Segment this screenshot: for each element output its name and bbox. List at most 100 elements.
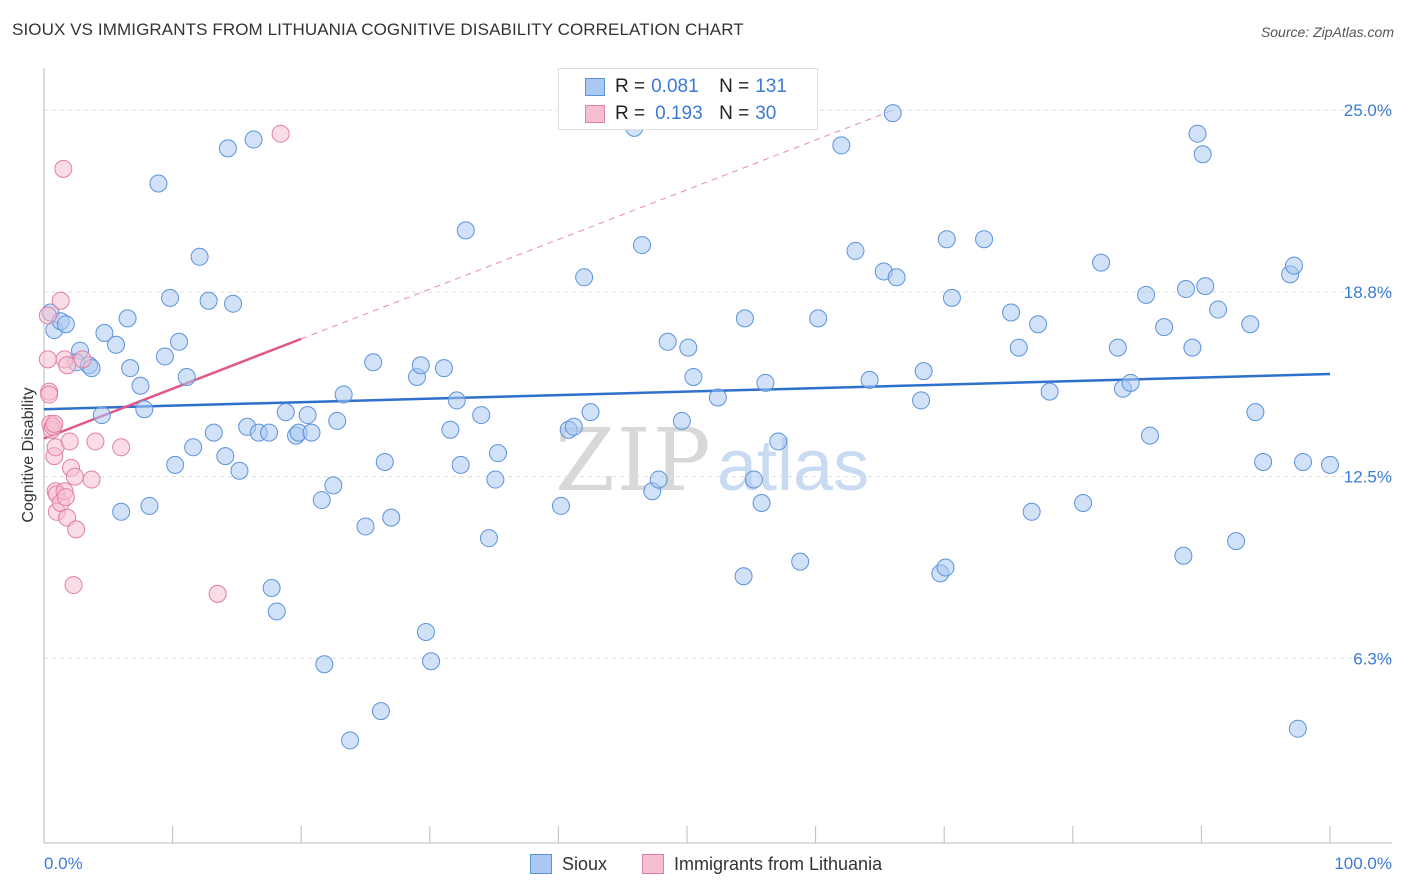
- sioux-point: [260, 423, 279, 442]
- sioux-point: [632, 236, 651, 255]
- sioux-point: [364, 353, 383, 372]
- sioux-trendline: [43, 372, 1331, 411]
- chart-title: SIOUX VS IMMIGRANTS FROM LITHUANIA COGNI…: [12, 20, 744, 39]
- sioux-point: [1176, 280, 1195, 299]
- lithuania-trendline-extension: [301, 109, 893, 340]
- sioux-point: [1183, 338, 1202, 357]
- sioux-point: [375, 452, 394, 471]
- sioux-point: [1022, 502, 1041, 521]
- sioux-point: [112, 502, 131, 521]
- sioux-point: [1196, 277, 1215, 296]
- sioux-point: [1227, 532, 1246, 551]
- lithuania-legend-swatch: [642, 854, 664, 874]
- sioux-point: [92, 406, 111, 425]
- sioux-point: [684, 367, 703, 386]
- sioux-point: [451, 455, 470, 474]
- lithuania-point: [73, 350, 92, 369]
- sioux-point: [204, 423, 223, 442]
- y-tick-label: 18.8%: [1344, 283, 1392, 302]
- sioux-point: [177, 367, 196, 386]
- sioux-point: [118, 309, 137, 328]
- sioux-point: [1246, 403, 1265, 422]
- sioux-legend-label: Sioux: [562, 853, 608, 874]
- sioux-point: [1009, 338, 1028, 357]
- sioux-point: [1029, 315, 1048, 334]
- sioux-point: [1155, 318, 1174, 337]
- lithuania-point: [40, 385, 59, 404]
- lithuania-point: [56, 488, 75, 507]
- sioux-point: [230, 461, 249, 480]
- y-tick-label: 12.5%: [1344, 468, 1392, 487]
- sioux-point: [371, 702, 390, 721]
- sioux-point: [95, 324, 114, 342]
- sioux-point: [140, 496, 159, 515]
- sioux-point: [488, 444, 507, 463]
- lithuania-point: [82, 470, 101, 489]
- lithuania-legend-label: Immigrants from Lithuania: [674, 853, 883, 874]
- sioux-point: [658, 332, 677, 351]
- legend-item-sioux[interactable]: Sioux: [530, 852, 607, 876]
- y-axis-title: Cognitive Disability: [20, 387, 37, 522]
- sioux-point: [581, 403, 600, 422]
- sioux-point: [1209, 300, 1228, 319]
- sioux-point: [832, 136, 851, 155]
- sioux-point: [649, 470, 668, 489]
- sioux-point: [56, 315, 75, 334]
- sioux-point: [356, 517, 375, 536]
- sioux-legend-swatch: [530, 854, 552, 874]
- lithuania-point: [86, 432, 105, 451]
- sioux-point: [411, 356, 430, 375]
- sioux-point: [1002, 303, 1021, 322]
- sioux-point: [883, 104, 902, 123]
- sioux-point: [1288, 719, 1307, 738]
- sioux-point: [276, 403, 295, 422]
- lithuania-swatch: [585, 105, 605, 123]
- sioux-point: [479, 529, 498, 548]
- sioux-point: [1074, 494, 1093, 512]
- sioux-point: [1284, 256, 1303, 275]
- sioux-point: [1137, 285, 1156, 304]
- sioux-point: [942, 288, 961, 307]
- legend-item-lithuania[interactable]: Immigrants from Lithuania: [642, 852, 882, 876]
- sioux-point: [456, 221, 475, 240]
- sioux-point: [1321, 455, 1339, 474]
- x-tick-label-max: 100.0%: [1334, 854, 1392, 873]
- y-tick-label: 6.3%: [1353, 649, 1392, 668]
- y-tick-label: 25.0%: [1344, 101, 1392, 120]
- sioux-point: [744, 470, 763, 489]
- sioux-point: [170, 332, 189, 351]
- sioux-n-value: 131: [755, 76, 787, 97]
- lithuania-point: [65, 467, 84, 486]
- sioux-point: [975, 230, 994, 249]
- lithuania-point: [64, 576, 83, 595]
- n-label: N =: [719, 76, 750, 97]
- sioux-point: [1108, 338, 1127, 357]
- lithuania-n-value: 30: [755, 103, 777, 124]
- axis-labels: 6.3% 12.5% 18.8% 25.0% 0.0% 100.0%: [44, 101, 1392, 873]
- sioux-point: [756, 373, 775, 392]
- sioux-point: [1254, 452, 1273, 471]
- sioux-point: [324, 476, 343, 495]
- sioux-point: [791, 552, 810, 571]
- sioux-point: [551, 496, 570, 515]
- sioux-r-value: 0.081: [651, 76, 699, 97]
- sioux-point: [416, 622, 435, 641]
- sioux-points: [41, 104, 1339, 750]
- lithuania-point: [271, 124, 290, 143]
- sioux-point: [166, 455, 185, 474]
- lithuania-point: [67, 520, 86, 539]
- sioux-point: [216, 447, 235, 466]
- sioux-point: [809, 309, 828, 328]
- sioux-point: [161, 288, 180, 307]
- lithuania-point: [45, 414, 64, 433]
- sioux-point: [1193, 145, 1212, 164]
- sioux-point: [131, 376, 150, 395]
- sioux-point: [486, 470, 505, 489]
- sioux-point: [735, 309, 754, 328]
- sioux-point: [1140, 426, 1159, 445]
- sioux-point: [846, 241, 865, 260]
- sioux-point: [341, 731, 360, 750]
- sioux-point: [1092, 253, 1111, 272]
- sioux-point: [382, 508, 401, 527]
